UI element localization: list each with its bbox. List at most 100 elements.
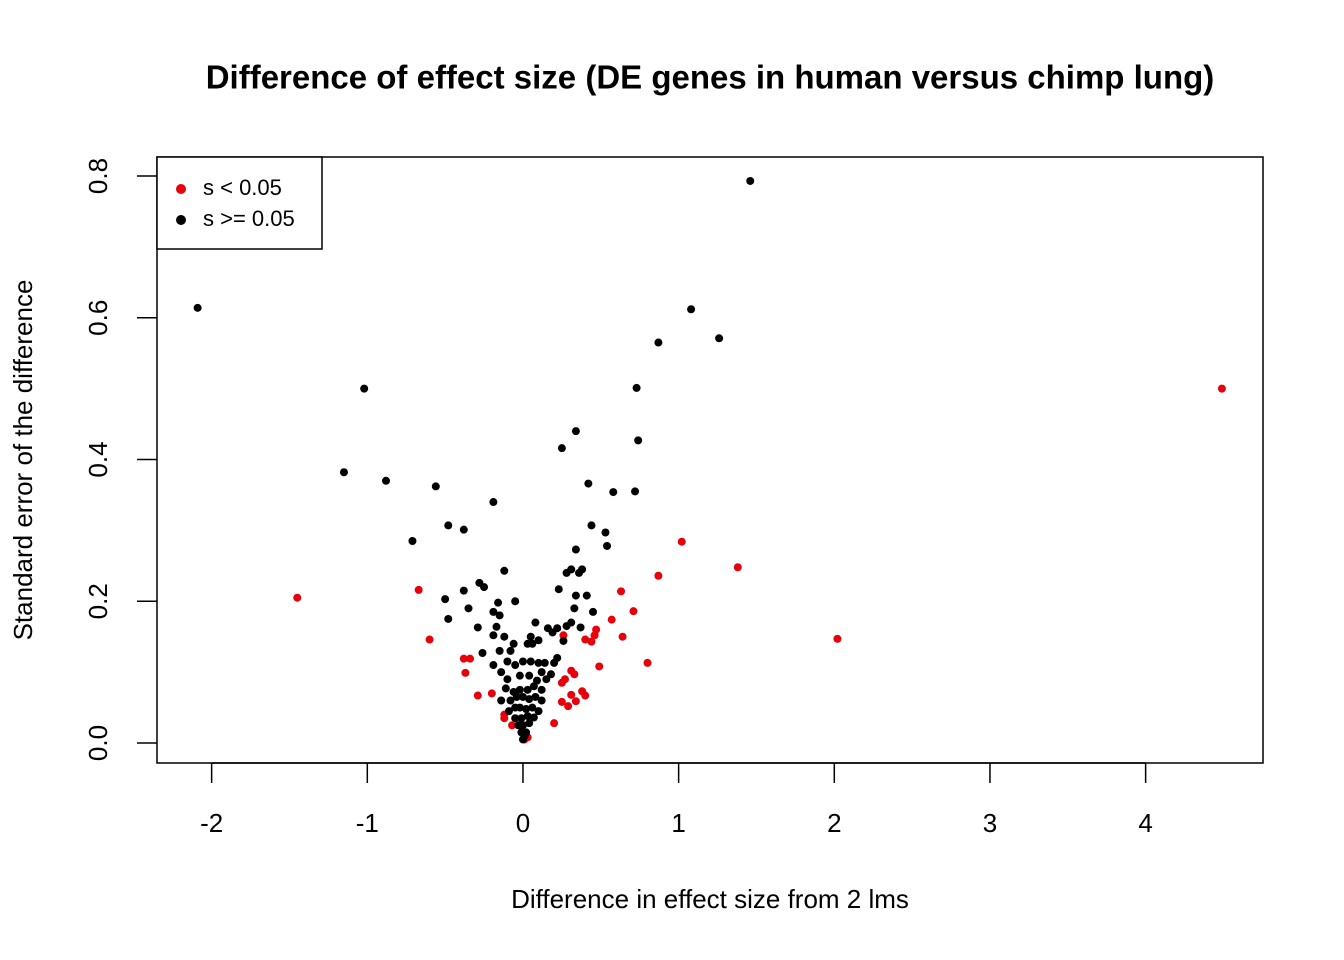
point xyxy=(629,607,638,616)
point xyxy=(526,632,535,641)
point xyxy=(494,598,503,607)
point xyxy=(293,593,302,602)
point xyxy=(193,303,202,312)
point xyxy=(833,634,842,643)
point xyxy=(489,631,498,640)
point xyxy=(515,685,524,694)
point xyxy=(487,689,496,698)
point xyxy=(746,176,755,185)
point xyxy=(603,541,612,550)
point xyxy=(525,671,534,680)
point xyxy=(517,714,526,723)
y-tick-label: 0.0 xyxy=(83,725,113,761)
point xyxy=(631,487,640,496)
point xyxy=(587,521,596,530)
point xyxy=(511,714,520,723)
legend-marker xyxy=(176,215,186,225)
point xyxy=(559,631,568,640)
point xyxy=(571,427,580,436)
point xyxy=(444,521,453,530)
point xyxy=(497,668,506,677)
point xyxy=(503,675,512,684)
point xyxy=(550,719,559,728)
point xyxy=(581,635,590,644)
point xyxy=(466,654,475,663)
point xyxy=(495,611,504,620)
x-tick-label: 3 xyxy=(983,808,997,838)
legend-label: s >= 0.05 xyxy=(203,206,295,231)
point xyxy=(515,703,524,712)
point xyxy=(518,721,527,730)
point xyxy=(529,713,538,722)
point xyxy=(408,537,417,546)
point xyxy=(492,622,501,631)
point xyxy=(677,537,686,546)
point xyxy=(525,719,534,728)
point xyxy=(570,670,579,679)
point xyxy=(564,702,573,711)
point xyxy=(567,690,576,699)
point xyxy=(537,685,546,694)
x-tick-label: -2 xyxy=(200,808,223,838)
point xyxy=(512,692,521,701)
chart-title: Difference of effect size (DE genes in h… xyxy=(206,59,1215,96)
point xyxy=(571,591,580,600)
point xyxy=(589,607,598,616)
point xyxy=(500,566,509,575)
legend-marker xyxy=(176,184,186,194)
point xyxy=(523,712,532,721)
point xyxy=(559,636,568,645)
point xyxy=(557,444,566,453)
point xyxy=(531,692,540,701)
point xyxy=(381,476,390,485)
point xyxy=(582,591,591,600)
point xyxy=(571,697,580,706)
point xyxy=(570,604,579,613)
point xyxy=(687,305,696,314)
point xyxy=(617,587,626,596)
point xyxy=(1217,384,1226,393)
x-tick-label: -1 xyxy=(356,808,379,838)
x-axis-label: Difference in effect size from 2 lms xyxy=(511,884,909,914)
point xyxy=(441,595,450,604)
y-tick-label: 0.2 xyxy=(83,583,113,619)
point xyxy=(489,607,498,616)
point xyxy=(733,563,742,572)
point xyxy=(480,583,489,592)
point xyxy=(414,585,423,594)
point xyxy=(537,668,546,677)
point xyxy=(461,668,470,677)
point xyxy=(715,334,724,343)
x-tick-label: 0 xyxy=(516,808,530,838)
point xyxy=(634,436,643,445)
point xyxy=(554,585,563,594)
point xyxy=(584,479,593,488)
point xyxy=(511,597,520,606)
point xyxy=(534,707,543,716)
point xyxy=(601,528,610,537)
point xyxy=(553,653,562,662)
point xyxy=(654,571,663,580)
point xyxy=(500,714,509,723)
point xyxy=(578,565,587,574)
point xyxy=(506,646,515,655)
point xyxy=(576,623,585,632)
x-tick-label: 1 xyxy=(671,808,685,838)
point xyxy=(654,338,663,347)
point xyxy=(529,682,538,691)
point xyxy=(531,618,540,627)
point xyxy=(540,658,549,667)
point xyxy=(528,639,537,648)
point xyxy=(506,696,515,705)
point xyxy=(489,498,498,507)
x-tick-label: 2 xyxy=(827,808,841,838)
point xyxy=(534,658,543,667)
point xyxy=(528,703,537,712)
point xyxy=(339,468,348,477)
point xyxy=(473,623,482,632)
point xyxy=(425,635,434,644)
y-tick-label: 0.4 xyxy=(83,441,113,477)
point xyxy=(562,622,571,631)
point xyxy=(464,604,473,613)
point xyxy=(542,675,551,684)
